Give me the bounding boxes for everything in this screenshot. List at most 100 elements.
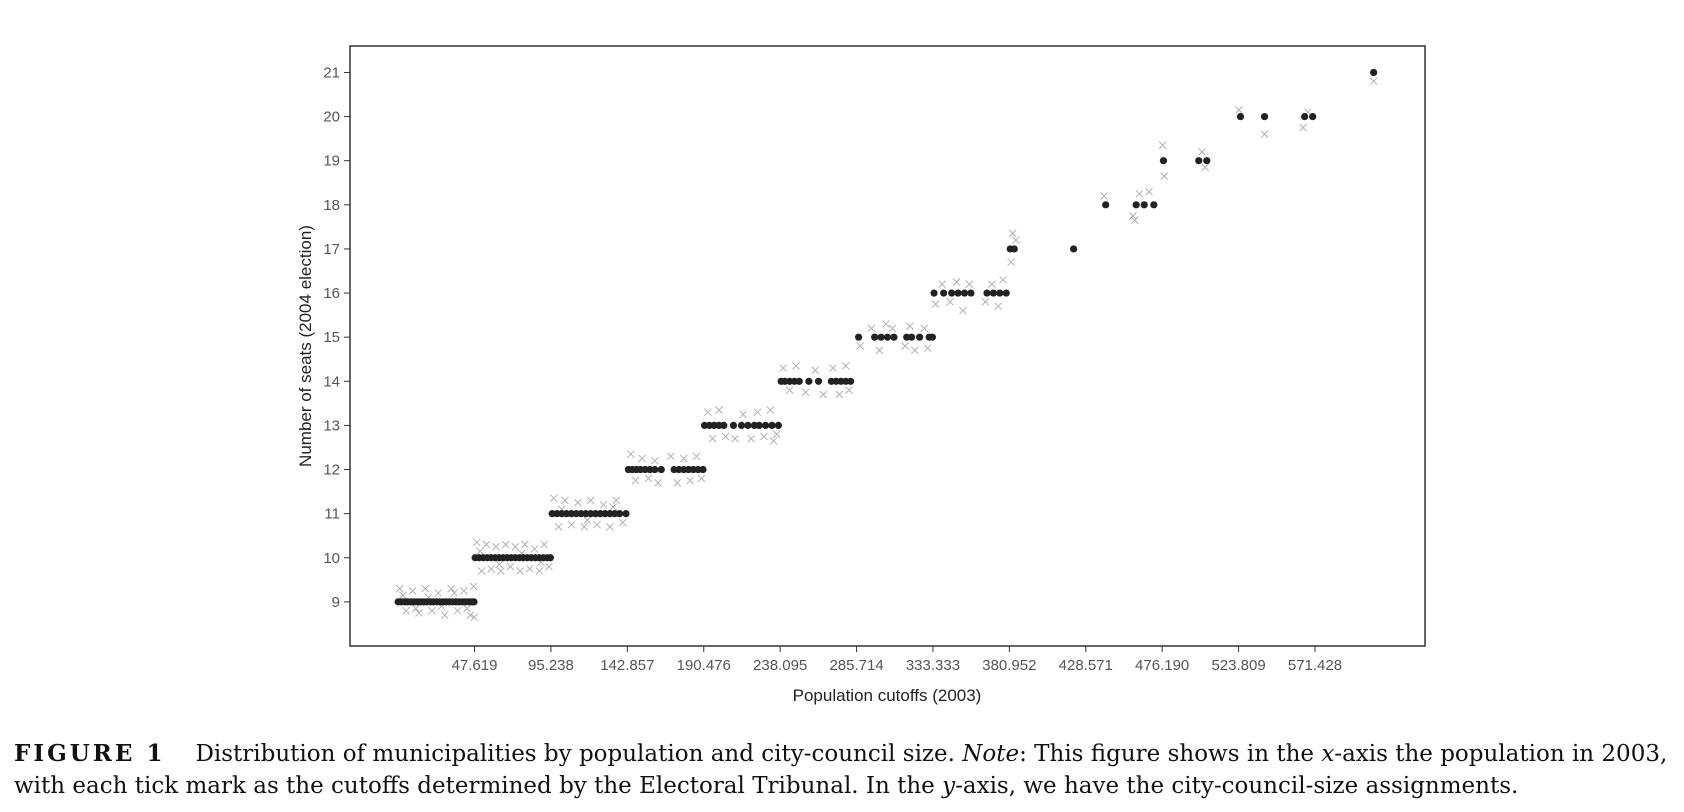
x-tick-label: 380.952 [982, 657, 1036, 674]
dot-marker [622, 510, 630, 518]
cross-marker [580, 523, 589, 531]
cross-marker [506, 562, 515, 571]
x-tick-label: 190.476 [677, 657, 731, 674]
cross-marker [1135, 189, 1144, 198]
dot-marker [1203, 157, 1211, 165]
cross-marker [703, 408, 712, 417]
cross-marker [715, 406, 723, 414]
x-tick-label: 285.714 [829, 657, 883, 674]
cross-marker [1201, 163, 1210, 172]
dot-marker [871, 333, 879, 341]
dot-marker [1132, 201, 1140, 209]
dot-marker [855, 333, 863, 341]
dot-marker [989, 289, 997, 297]
x-tick-label: 571.428 [1288, 657, 1342, 674]
cross-marker [476, 547, 484, 556]
cross-marker [686, 476, 695, 485]
chart-svg: 9 10 11 12 13 14 15 16 17 18 19 20 21 47.619 95.238 14… [296, 45, 1426, 705]
caption-x-var: x [1321, 741, 1335, 767]
cross-marker [402, 606, 411, 615]
cross-marker [1130, 216, 1139, 225]
dot-marker [657, 465, 665, 474]
cross-marker [545, 562, 553, 571]
dot-marker [983, 289, 991, 297]
cross-marker [946, 298, 954, 306]
cross-marker [769, 436, 778, 445]
cross-marker [965, 280, 974, 289]
cross-marker [525, 564, 534, 573]
dot-marker [744, 421, 752, 430]
cross-marker [567, 520, 576, 529]
dot-marker [755, 421, 763, 430]
cross-marker [495, 560, 504, 569]
y-tick-label: 15 [323, 329, 340, 346]
cross-marker [477, 567, 486, 575]
cross-marker [888, 324, 897, 333]
dot-marker [651, 465, 659, 474]
cross-marker [469, 582, 478, 591]
cross-marker [731, 434, 739, 443]
cross-marker [415, 609, 423, 617]
cross-marker [609, 503, 617, 511]
cross-marker [501, 540, 510, 549]
dot-marker [774, 421, 782, 430]
cross-marker [421, 584, 430, 593]
figure-caption: FIGURE 1 Distribution of municipalities b… [14, 738, 1674, 802]
cross-marker [549, 494, 558, 503]
cross-marker [697, 474, 706, 483]
dot-marker [1150, 201, 1158, 209]
dot-marker [928, 333, 937, 341]
x-tick-label: 428.571 [1059, 657, 1113, 674]
cross-marker [411, 604, 420, 613]
cross-marker [1235, 106, 1243, 114]
cross-marker [721, 432, 730, 441]
dot-marker [814, 377, 823, 385]
dot-marker [915, 333, 924, 341]
cross-marker [938, 280, 946, 289]
caption-y-var: y [942, 773, 956, 799]
dot-marker [940, 289, 948, 297]
cross-marker [593, 520, 601, 529]
cross-marker [811, 366, 820, 375]
cross-marker [801, 388, 810, 397]
cross-marker [667, 452, 675, 461]
cross-marker [845, 386, 853, 394]
dot-marker [877, 333, 885, 341]
y-axis-title: Number of seats (2004 election) [296, 225, 315, 467]
cross-marker [1008, 229, 1017, 238]
cross-marker [952, 278, 961, 286]
dot-marker [846, 377, 855, 385]
cross-marker [779, 364, 788, 372]
cross-marker [450, 589, 459, 597]
cross-marker [987, 280, 996, 289]
y-tick-label: 12 [323, 462, 340, 479]
dot-marker [996, 289, 1004, 297]
dot-marker [1195, 157, 1203, 165]
cross-marker [994, 302, 1003, 311]
dot-marker [1301, 112, 1309, 121]
cross-marker [554, 523, 563, 531]
x-tick-label: 333.333 [906, 657, 960, 674]
cross-marker [530, 545, 539, 553]
dot-marker [729, 421, 738, 430]
cross-marker [447, 584, 455, 593]
cross-marker [470, 613, 479, 622]
y-tick-label: 17 [323, 241, 340, 258]
dot-marker [930, 289, 938, 297]
dot-marker [1102, 201, 1110, 209]
cross-marker [1158, 141, 1167, 150]
cross-marker [766, 406, 775, 414]
cross-marker [867, 324, 876, 333]
dot-marker [1260, 112, 1269, 121]
dot-marker [954, 289, 962, 297]
cross-marker [395, 584, 404, 593]
plot-frame [349, 45, 1426, 647]
cross-marker [910, 346, 919, 355]
cross-marker [463, 604, 471, 613]
x-tick-label: 95.238 [528, 657, 574, 674]
caption-part1: : This figure shows in the [1019, 741, 1322, 767]
cross-marker [981, 298, 990, 306]
cross-marker [466, 611, 475, 619]
cross-marker [427, 606, 436, 615]
cross-marker [626, 450, 635, 458]
